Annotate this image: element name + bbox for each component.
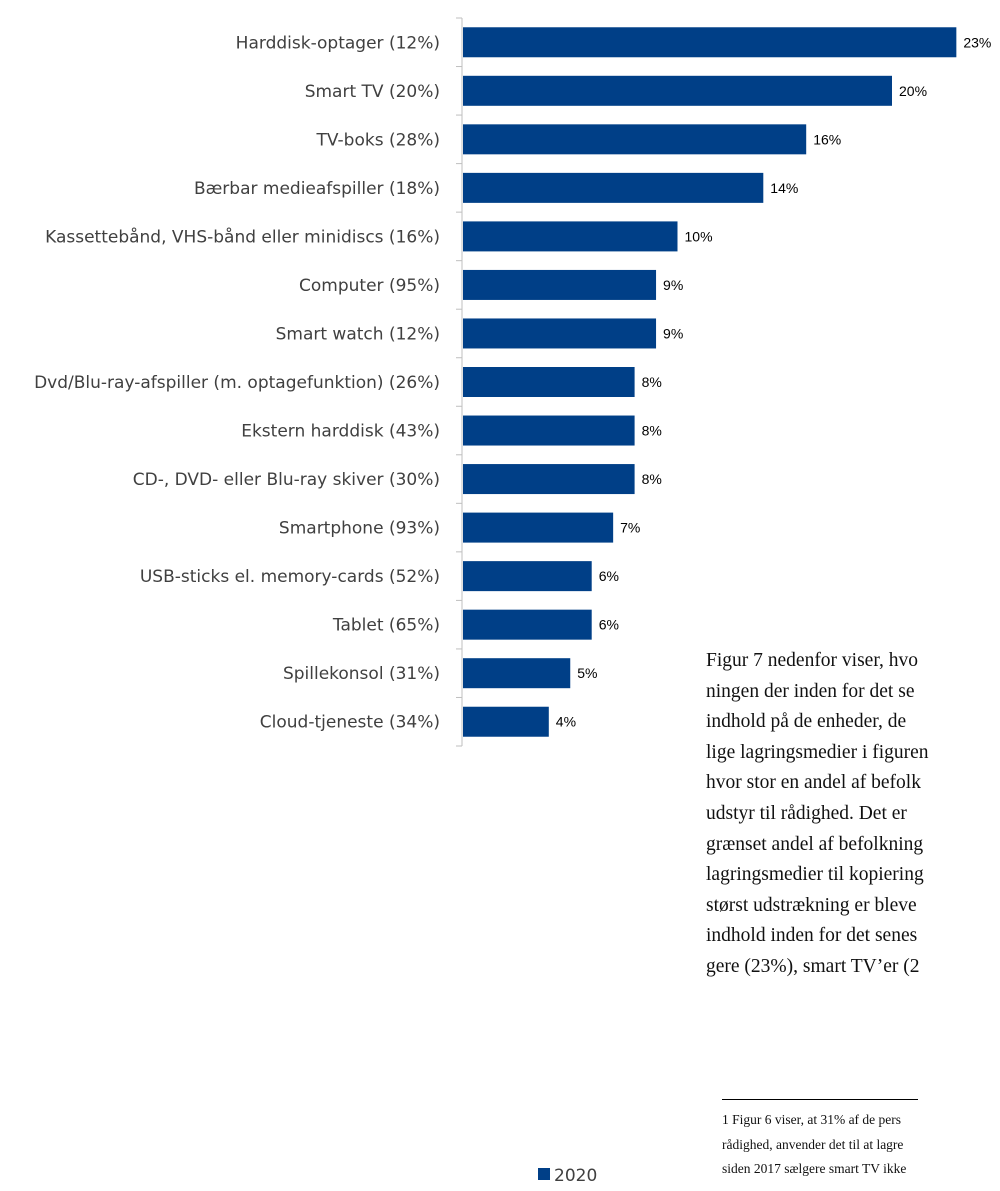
footnote-line: 1 Figur 6 viser, at 31% af de pers xyxy=(722,1112,902,1127)
bar xyxy=(463,221,678,252)
paragraph-line: Figur 7 nedenfor viser, hvo xyxy=(706,650,919,671)
plot-area: Harddisk-optager (12%) 23% Smart TV (20%) 2… xyxy=(34,17,991,747)
category-label: Spillekonsol (31%) xyxy=(283,664,440,684)
value-label: 6% xyxy=(599,568,619,584)
bar xyxy=(463,609,592,640)
category-label: Tablet (65%) xyxy=(332,616,440,636)
value-label: 9% xyxy=(663,325,683,341)
category-label: Ekstern harddisk (43%) xyxy=(241,422,440,442)
category-label: Harddisk-optager (12%) xyxy=(236,33,440,53)
paragraph-line: indhold på de enheder, de xyxy=(706,711,907,733)
bar xyxy=(463,27,957,58)
bar xyxy=(463,706,549,737)
category-label: Smart watch (12%) xyxy=(276,324,440,344)
value-label: 9% xyxy=(663,277,683,293)
value-label: 7% xyxy=(620,520,640,536)
bar xyxy=(463,124,807,155)
bar xyxy=(463,512,614,543)
category-label: Dvd/Blu-ray-afspiller (m. optagefunktion… xyxy=(34,373,440,393)
bar xyxy=(463,172,764,203)
paragraph-line: lagringsmedier til kopiering xyxy=(706,864,924,886)
bar xyxy=(463,75,892,106)
footnote-line: rådighed, anvender det til at lagre xyxy=(722,1136,904,1152)
paragraph-line: hvor stor en andel af befolk xyxy=(706,772,921,794)
value-label: 10% xyxy=(685,228,713,244)
bar xyxy=(463,464,635,495)
bar xyxy=(463,318,657,349)
legend-label: 2020 xyxy=(554,1166,597,1186)
body-paragraph: Figur 7 nedenfor viser, hvo ningen der in… xyxy=(706,646,1000,983)
category-label: Smartphone (93%) xyxy=(279,519,440,539)
bar xyxy=(463,415,635,446)
category-label: CD-, DVD- eller Blu-ray skiver (30%) xyxy=(133,470,440,490)
category-label: USB-sticks el. memory-cards (52%) xyxy=(140,567,440,587)
paragraph-line: grænset andel af befolkning xyxy=(706,833,924,855)
value-label: 6% xyxy=(599,617,619,633)
footnote-separator xyxy=(722,1099,918,1100)
value-label: 23% xyxy=(963,34,991,50)
category-label: Computer (95%) xyxy=(299,276,440,296)
footnote-line: siden 2017 sælgere smart TV ikke xyxy=(722,1161,907,1176)
bar xyxy=(463,561,592,592)
paragraph-line: ningen der inden for det se xyxy=(706,680,915,702)
bar xyxy=(463,269,657,300)
value-label: 8% xyxy=(642,374,662,390)
paragraph-line: udstyr til rådighed. Det er xyxy=(706,802,907,824)
paragraph-line: størst udstrækning er bleve xyxy=(706,894,917,916)
legend: 2020 xyxy=(538,1166,597,1186)
category-label: TV-boks (28%) xyxy=(316,130,441,150)
value-label: 8% xyxy=(642,471,662,487)
value-label: 14% xyxy=(770,180,798,196)
paragraph-line: gere (23%), smart TV’er (2 xyxy=(706,955,920,977)
bar xyxy=(463,658,571,689)
value-label: 20% xyxy=(899,83,927,99)
paragraph-line: lige lagringsmedier i figuren xyxy=(706,741,929,763)
paragraph-line: indhold inden for det senes xyxy=(706,925,918,947)
bar xyxy=(463,367,635,397)
category-label: Smart TV (20%) xyxy=(305,82,440,102)
value-label: 8% xyxy=(642,423,662,439)
legend-swatch xyxy=(538,1168,550,1180)
value-label: 16% xyxy=(813,131,841,147)
category-label: Cloud-tjeneste (34%) xyxy=(260,713,440,733)
value-label: 5% xyxy=(577,665,597,681)
category-label: Bærbar medieafspiller (18%) xyxy=(194,179,440,199)
value-label: 4% xyxy=(556,714,576,730)
footnote: 1 Figur 6 viser, at 31% af de pers rådigh… xyxy=(722,1108,1000,1182)
category-label: Kassettebånd, VHS-bånd eller minidiscs (… xyxy=(45,226,440,247)
